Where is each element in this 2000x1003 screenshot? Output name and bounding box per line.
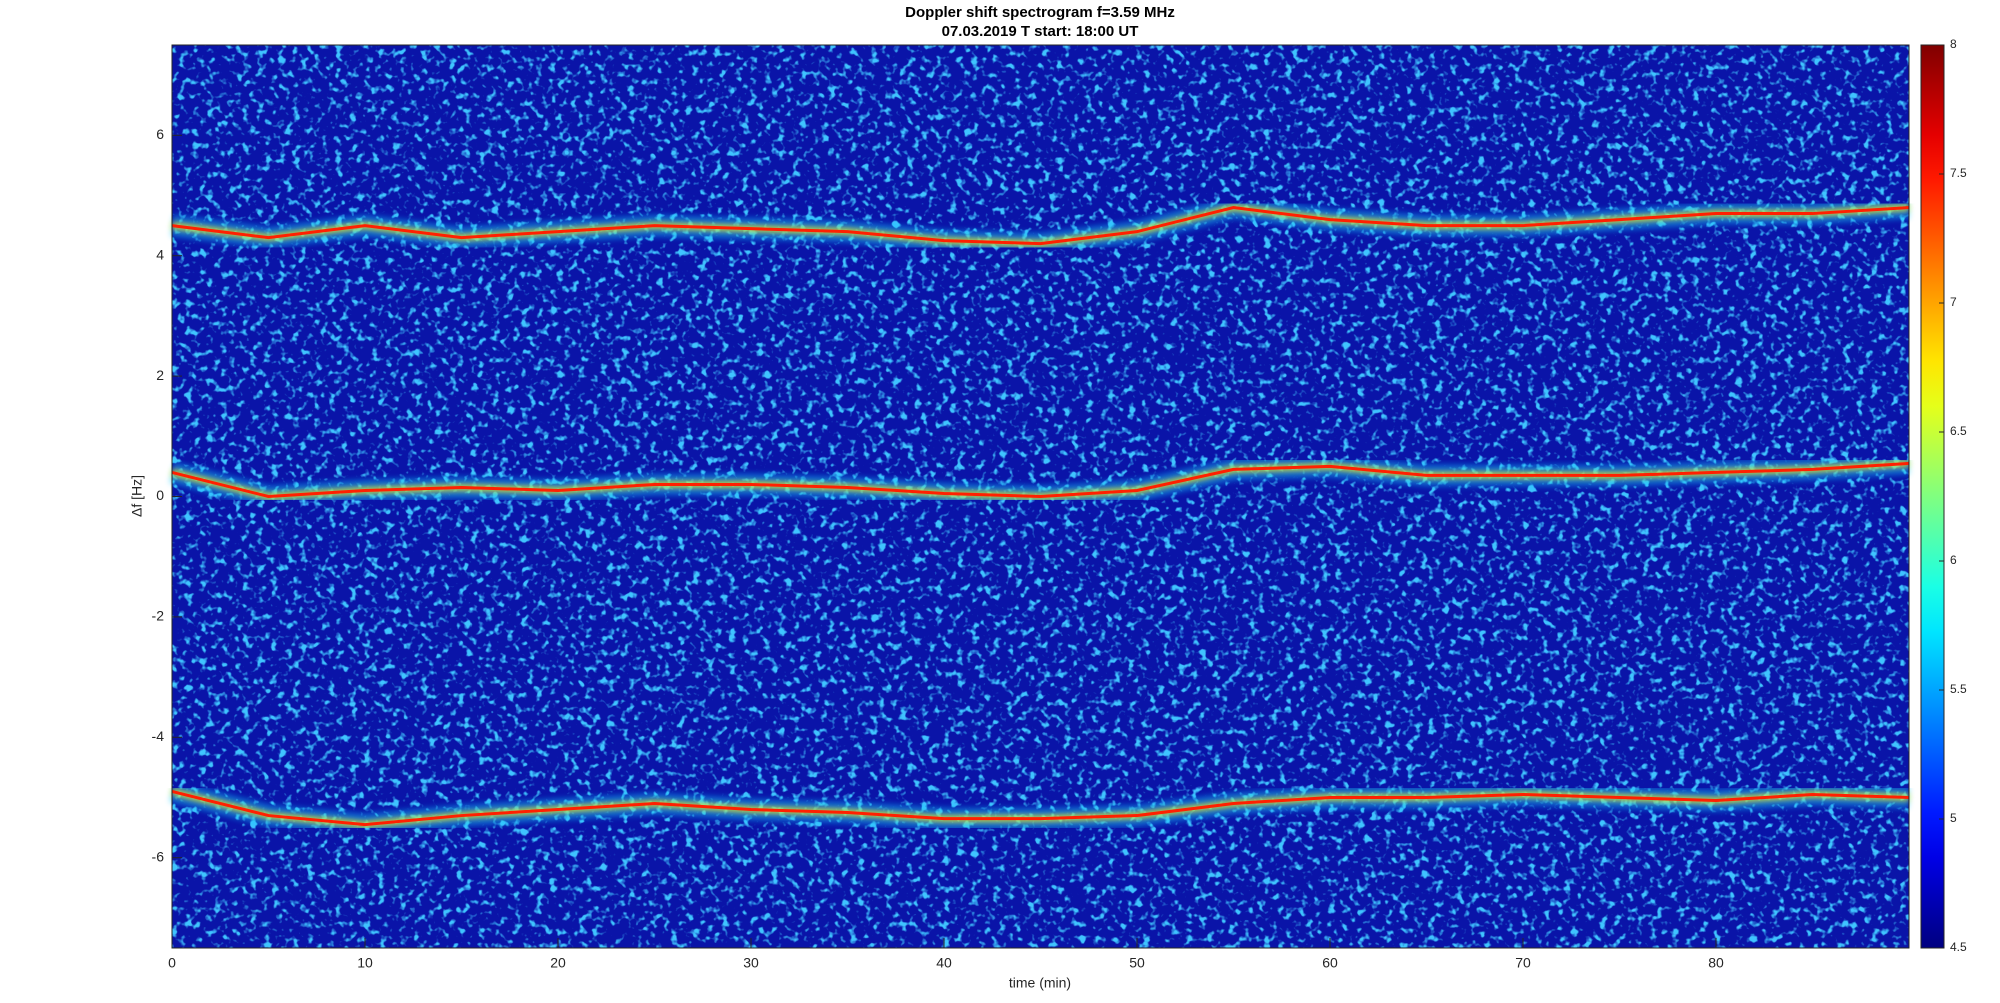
chart-title: Doppler shift spectrogram f=3.59 MHz [905,4,1175,21]
y-tick-label: 0 [156,487,164,503]
trace [171,206,1910,246]
x-tick-label: 40 [936,955,952,971]
colorbar-tick-label: 5.5 [1950,682,1967,696]
x-tick-label: 50 [1129,955,1145,971]
y-tick-label: -2 [152,608,165,624]
colorbar-tick-label: 7 [1950,295,1957,309]
y-tick-label: 6 [156,126,164,142]
y-tick-label: -6 [152,848,165,864]
x-tick-label: 10 [357,955,373,971]
colorbar-tick-label: 8 [1950,37,1957,51]
colorbar-tick-label: 7.5 [1950,166,1967,180]
colorbar-tick-label: 5 [1950,811,1957,825]
x-tick-label: 80 [1708,955,1724,971]
colorbar-tick-label: 6 [1950,553,1957,567]
colorbar [1920,44,1945,949]
chart-subtitle: 07.03.2019 T start: 18:00 UT [942,23,1139,40]
x-tick-label: 0 [168,955,176,971]
x-tick-label: 30 [743,955,759,971]
x-tick-label: 60 [1322,955,1338,971]
y-axis-label: Δf [Hz] [129,475,145,517]
x-tick-label: 70 [1515,955,1531,971]
trace [171,461,1910,499]
x-axis-label: time (min) [1009,975,1071,991]
trace [171,790,1910,827]
colorbar-tick-label: 4.5 [1950,940,1967,954]
y-tick-label: -4 [152,728,165,744]
x-tick-label: 20 [550,955,566,971]
y-tick-label: 2 [156,367,164,383]
colorbar-tick-label: 6.5 [1950,424,1967,438]
y-tick-label: 4 [156,246,164,262]
